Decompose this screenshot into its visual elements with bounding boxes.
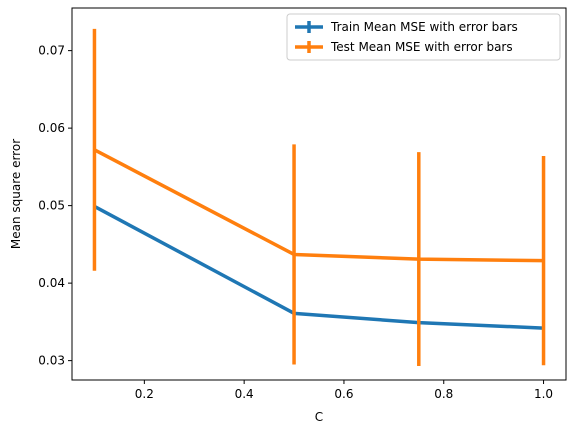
x-axis-ticks: 0.2 0.4 0.6 0.8 1.0 — [135, 380, 553, 401]
series-layer — [92, 28, 546, 367]
y-axis-label: Mean square error — [9, 139, 23, 249]
legend-label: Train Mean MSE with error bars — [330, 20, 518, 34]
x-tick-label: 0.2 — [135, 387, 154, 401]
x-tick-label: 1.0 — [534, 387, 553, 401]
legend-item: Train Mean MSE with error bars — [295, 20, 518, 34]
legend-label: Test Mean MSE with error bars — [330, 40, 513, 54]
y-tick-label: 0.03 — [38, 354, 65, 368]
plot-background — [72, 8, 566, 380]
y-tick-label: 0.07 — [38, 44, 65, 58]
series-test — [92, 28, 546, 367]
legend-item: Test Mean MSE with error bars — [295, 40, 513, 54]
y-axis-ticks: 0.03 0.04 0.05 0.06 0.07 — [38, 44, 72, 368]
x-tick-label: 0.8 — [434, 387, 453, 401]
series-line — [93, 148, 544, 263]
series-line — [93, 204, 544, 330]
x-tick-label: 0.6 — [334, 387, 353, 401]
legend-box — [286, 13, 561, 61]
legend: Train Mean MSE with error bars Test Mean … — [286, 13, 561, 61]
x-axis-label: C — [315, 410, 323, 424]
x-tick-label: 0.4 — [235, 387, 254, 401]
y-tick-label: 0.05 — [38, 199, 65, 213]
y-tick-label: 0.06 — [38, 121, 65, 135]
plot-frame — [71, 7, 567, 381]
y-tick-label: 0.04 — [38, 276, 65, 290]
